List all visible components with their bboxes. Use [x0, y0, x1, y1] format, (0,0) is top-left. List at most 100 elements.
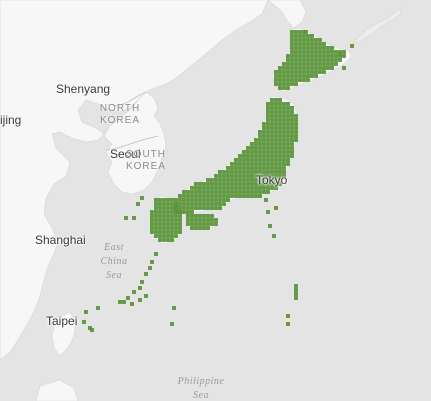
occurrence-cell — [282, 122, 286, 126]
occurrence-cell — [246, 154, 250, 158]
occurrence-cell — [226, 166, 230, 170]
occurrence-cell — [162, 198, 166, 202]
occurrence-cell — [202, 186, 206, 190]
occurrence-cell — [290, 138, 294, 142]
occurrence-cell — [258, 194, 262, 198]
land-kurils — [351, 7, 403, 45]
occurrence-cell — [238, 170, 242, 174]
occurrence-cell — [166, 214, 170, 218]
occurrence-cell — [294, 46, 298, 50]
occurrence-cell — [290, 30, 294, 34]
occurrence-cell — [198, 218, 202, 222]
occurrence-cell — [282, 166, 286, 170]
occurrence-cell — [162, 226, 166, 230]
occurrence-cell — [174, 230, 178, 234]
occurrence-cell — [202, 190, 206, 194]
occurrence-cell — [286, 82, 290, 86]
occurrence-cell — [274, 174, 278, 178]
occurrence-cell — [290, 126, 294, 130]
occurrence-cell — [290, 134, 294, 138]
occurrence-cell — [258, 186, 262, 190]
occurrence-cell — [278, 142, 282, 146]
occurrence-cell — [282, 170, 286, 174]
occurrence-cell — [286, 134, 290, 138]
occurrence-cell — [294, 78, 298, 82]
occurrence-cell — [242, 174, 246, 178]
occurrence-cell — [322, 46, 326, 50]
occurrence-cell — [198, 214, 202, 218]
occurrence-cell — [124, 216, 128, 220]
occurrence-cell — [302, 34, 306, 38]
occurrence-cell — [254, 158, 258, 162]
occurrence-cell — [290, 78, 294, 82]
occurrence-cell — [314, 62, 318, 66]
occurrence-cell — [266, 122, 270, 126]
occurrence-cell — [226, 182, 230, 186]
occurrence-cell — [290, 74, 294, 78]
occurrence-cell — [294, 74, 298, 78]
occurrence-cell — [270, 98, 274, 102]
occurrence-cell — [302, 38, 306, 42]
occurrence-cell — [186, 214, 190, 218]
occurrence-cell — [154, 198, 158, 202]
occurrence-cell — [278, 138, 282, 142]
occurrence-cell — [266, 118, 270, 122]
occurrence-cell — [294, 114, 298, 118]
occurrence-cell — [314, 50, 318, 54]
occurrence-cell — [234, 158, 238, 162]
occurrence-cell — [322, 58, 326, 62]
occurrence-cell — [158, 202, 162, 206]
occurrence-cell — [286, 54, 290, 58]
occurrence-cell — [314, 58, 318, 62]
occurrence-cell — [144, 272, 148, 276]
occurrence-cell — [282, 86, 286, 90]
occurrence-cell — [162, 202, 166, 206]
occurrence-cell — [278, 114, 282, 118]
occurrence-cell — [254, 170, 258, 174]
occurrence-cell — [198, 222, 202, 226]
occurrence-cell — [286, 62, 290, 66]
occurrence-cell — [238, 190, 242, 194]
occurrence-cell — [318, 70, 322, 74]
occurrence-cell — [158, 226, 162, 230]
occurrence-cell — [290, 146, 294, 150]
occurrence-cell — [290, 114, 294, 118]
occurrence-cell — [136, 202, 140, 206]
occurrence-cell — [206, 226, 210, 230]
occurrence-cell — [262, 154, 266, 158]
occurrence-cell — [258, 150, 262, 154]
occurrence-cell — [298, 42, 302, 46]
occurrence-cell — [262, 126, 266, 130]
occurrence-cell — [306, 38, 310, 42]
occurrence-cell — [266, 138, 270, 142]
occurrence-cell — [266, 126, 270, 130]
occurrence-cell — [262, 150, 266, 154]
occurrence-cell — [262, 146, 266, 150]
occurrence-cell — [226, 198, 230, 202]
occurrence-cell — [302, 78, 306, 82]
occurrence-cell — [226, 186, 230, 190]
sea-label-line: Sea — [193, 390, 209, 401]
occurrence-cell — [126, 296, 130, 300]
occurrence-cell — [214, 198, 218, 202]
occurrence-cell — [270, 146, 274, 150]
occurrence-cell — [322, 70, 326, 74]
occurrence-cell — [290, 50, 294, 54]
occurrence-cell — [158, 210, 162, 214]
occurrence-cell — [274, 110, 278, 114]
occurrence-cell — [298, 54, 302, 58]
occurrence-cell — [262, 122, 266, 126]
occurrence-cell — [274, 134, 278, 138]
occurrence-cell — [144, 294, 148, 298]
occurrence-cell — [318, 66, 322, 70]
occurrence-cell — [210, 198, 214, 202]
occurrence-cell — [210, 206, 214, 210]
occurrence-cell — [182, 202, 186, 206]
occurrence-cell — [190, 190, 194, 194]
occurrence-cell — [82, 320, 86, 324]
occurrence-cell — [262, 134, 266, 138]
occurrence-cell — [334, 50, 338, 54]
occurrence-cell — [170, 230, 174, 234]
occurrence-cell — [214, 218, 218, 222]
